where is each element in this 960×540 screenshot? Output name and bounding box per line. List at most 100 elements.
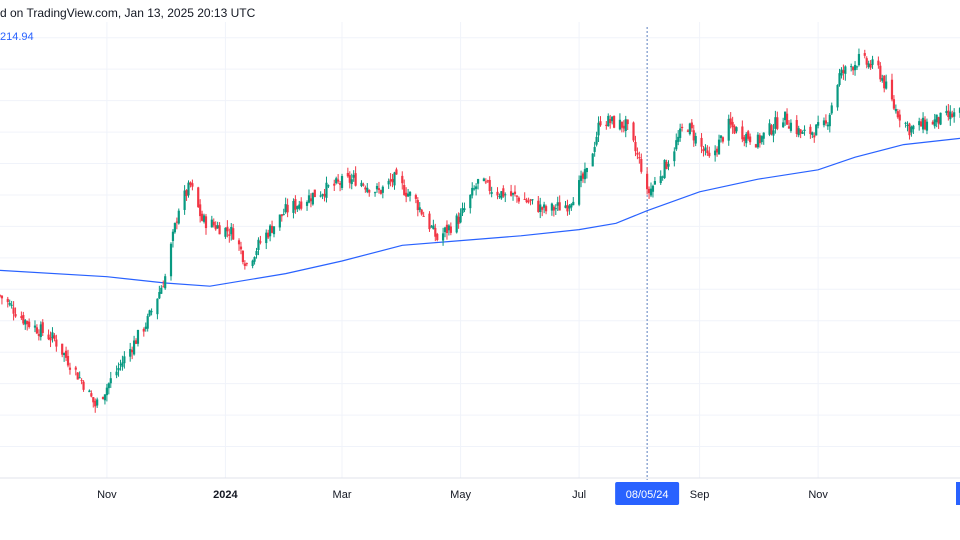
candle-body	[529, 199, 532, 201]
candle-body	[568, 205, 571, 209]
candle-body	[933, 119, 936, 127]
candle-body	[881, 78, 884, 81]
candle-body	[307, 195, 311, 203]
candle	[61, 343, 64, 358]
candle	[123, 351, 126, 369]
candle	[760, 135, 763, 145]
candle-body	[484, 181, 487, 183]
candle	[803, 125, 806, 136]
candle-body	[772, 130, 775, 136]
candle	[255, 247, 258, 259]
candle	[432, 219, 435, 230]
candle-body	[583, 169, 587, 180]
candle	[224, 227, 227, 239]
candle	[500, 190, 503, 200]
candle-body	[132, 340, 136, 355]
candle-body	[646, 173, 649, 190]
candle-body	[675, 140, 678, 150]
candle	[531, 199, 534, 205]
candle-body	[795, 120, 798, 134]
candle	[243, 260, 246, 270]
candle	[298, 200, 301, 211]
candle-body	[758, 135, 761, 144]
candle	[611, 116, 614, 125]
candle-body	[747, 131, 750, 139]
candle	[715, 146, 719, 157]
candle-body	[539, 204, 542, 212]
candle	[729, 112, 732, 129]
candle-body	[714, 150, 717, 156]
candle-body	[754, 144, 758, 148]
candle	[319, 191, 322, 198]
candle-body	[441, 233, 445, 241]
candle-body	[346, 172, 349, 177]
candle-body	[164, 276, 167, 289]
candle-body	[319, 195, 322, 197]
candle-body	[22, 314, 25, 324]
candle-body	[898, 114, 901, 121]
candle	[428, 211, 431, 232]
candle	[78, 371, 81, 379]
candle	[471, 182, 474, 199]
candle	[554, 204, 557, 216]
candle-body	[26, 321, 29, 325]
candle	[855, 65, 859, 70]
candle	[939, 112, 942, 126]
candle-body	[340, 176, 344, 188]
candle-body	[257, 239, 260, 251]
candle-body	[879, 65, 882, 80]
candle-body	[813, 135, 816, 138]
candle	[717, 134, 721, 155]
candle-body	[920, 121, 923, 127]
candle-body	[210, 219, 213, 228]
candle-body	[947, 110, 950, 118]
candle-body	[47, 334, 50, 340]
candle-body	[162, 286, 165, 288]
candle-body	[624, 119, 627, 131]
crosshair-date-badge: 08/05/24	[615, 482, 680, 505]
candle-body	[272, 226, 276, 235]
candle-body	[803, 129, 806, 132]
candle-body	[871, 59, 874, 65]
candle-body	[607, 115, 610, 127]
candle-body	[432, 225, 435, 230]
candle	[325, 176, 328, 203]
candle-body	[564, 205, 567, 208]
candle-body	[647, 188, 651, 194]
candle-body	[756, 134, 759, 148]
candle	[210, 215, 213, 228]
candle	[544, 204, 548, 215]
candle	[921, 112, 925, 134]
candle	[636, 147, 639, 160]
candle-body	[935, 114, 938, 123]
candle-body	[280, 214, 283, 217]
candle-body	[599, 121, 602, 126]
candle-body	[869, 63, 872, 68]
candle	[321, 193, 324, 200]
candle	[393, 171, 396, 190]
candle-body	[395, 169, 398, 175]
time-axis-tick-label: Nov	[808, 489, 828, 501]
candle	[368, 189, 371, 197]
candle	[441, 227, 445, 246]
candle	[132, 335, 136, 356]
candle	[455, 213, 458, 234]
candle-body	[325, 182, 328, 198]
candle	[758, 133, 761, 148]
candle-body	[204, 216, 208, 229]
candle-body	[665, 161, 668, 169]
candle	[457, 212, 460, 229]
candle	[488, 176, 491, 195]
candle	[395, 167, 398, 175]
candle	[890, 73, 894, 102]
candle	[230, 223, 233, 241]
candle-body	[323, 193, 326, 197]
candle-body	[197, 187, 200, 208]
candle	[476, 178, 480, 190]
candle	[286, 198, 289, 218]
candle	[375, 183, 379, 193]
candle	[552, 204, 555, 217]
candle-body	[379, 190, 382, 194]
candle	[564, 200, 567, 209]
